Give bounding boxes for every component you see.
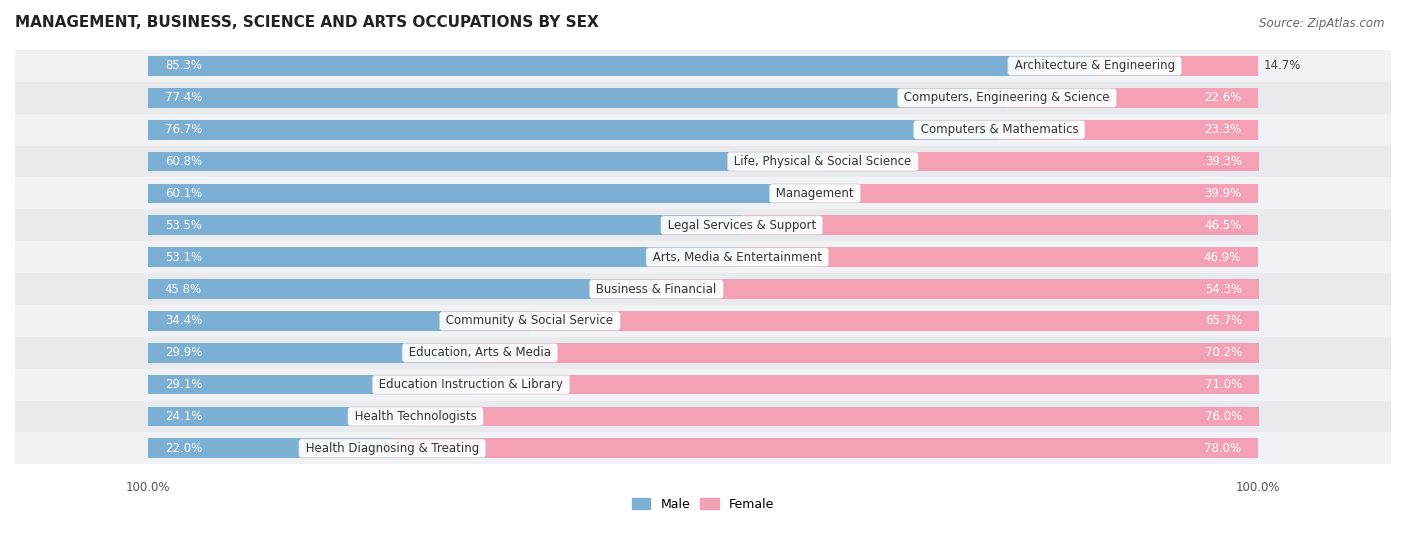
Text: 46.5%: 46.5% xyxy=(1204,219,1241,232)
Bar xyxy=(530,311,1258,331)
Text: Community & Social Service: Community & Social Service xyxy=(443,314,617,328)
Bar xyxy=(1007,88,1258,108)
Bar xyxy=(148,438,392,458)
Bar xyxy=(148,151,823,172)
Legend: Male, Female: Male, Female xyxy=(627,492,779,515)
Text: Computers, Engineering & Science: Computers, Engineering & Science xyxy=(900,91,1114,105)
Bar xyxy=(148,88,1007,108)
Text: 22.6%: 22.6% xyxy=(1204,91,1241,105)
Text: 54.3%: 54.3% xyxy=(1205,282,1243,296)
Bar xyxy=(15,433,1391,465)
Text: 65.7%: 65.7% xyxy=(1205,314,1243,328)
Text: 24.1%: 24.1% xyxy=(165,410,202,423)
Bar xyxy=(148,120,1000,140)
Bar xyxy=(657,279,1258,299)
Text: 70.2%: 70.2% xyxy=(1205,346,1243,359)
Text: Health Technologists: Health Technologists xyxy=(352,410,481,423)
Bar xyxy=(148,406,416,427)
Text: 53.1%: 53.1% xyxy=(165,250,202,264)
Text: MANAGEMENT, BUSINESS, SCIENCE AND ARTS OCCUPATIONS BY SEX: MANAGEMENT, BUSINESS, SCIENCE AND ARTS O… xyxy=(15,15,599,30)
Text: 29.9%: 29.9% xyxy=(165,346,202,359)
Bar xyxy=(148,56,1095,76)
Text: Source: ZipAtlas.com: Source: ZipAtlas.com xyxy=(1260,17,1385,30)
Text: 39.9%: 39.9% xyxy=(1204,187,1241,200)
Bar xyxy=(815,183,1258,203)
Bar xyxy=(392,438,1258,458)
Text: Architecture & Engineering: Architecture & Engineering xyxy=(1011,59,1178,73)
Bar xyxy=(479,343,1258,363)
Bar xyxy=(15,305,1391,337)
Text: 60.1%: 60.1% xyxy=(165,187,202,200)
Bar xyxy=(416,406,1258,427)
Bar xyxy=(15,50,1391,82)
Bar xyxy=(15,273,1391,305)
Text: Business & Financial: Business & Financial xyxy=(592,282,720,296)
Bar xyxy=(1095,56,1258,76)
Text: 23.3%: 23.3% xyxy=(1204,123,1241,136)
Text: 22.0%: 22.0% xyxy=(165,442,202,455)
Bar xyxy=(15,178,1391,210)
Text: 53.5%: 53.5% xyxy=(165,219,202,232)
Bar xyxy=(823,151,1258,172)
Bar xyxy=(148,343,479,363)
Bar xyxy=(148,279,657,299)
Bar xyxy=(15,337,1391,369)
Bar xyxy=(15,82,1391,114)
Text: Management: Management xyxy=(772,187,858,200)
Bar xyxy=(15,401,1391,433)
Bar xyxy=(737,247,1258,267)
Text: 60.8%: 60.8% xyxy=(165,155,202,168)
Text: 85.3%: 85.3% xyxy=(165,59,202,73)
Text: 71.0%: 71.0% xyxy=(1205,378,1243,391)
Bar xyxy=(148,215,742,235)
Bar xyxy=(1000,120,1258,140)
Text: Computers & Mathematics: Computers & Mathematics xyxy=(917,123,1083,136)
Bar xyxy=(15,146,1391,178)
Text: Education, Arts & Media: Education, Arts & Media xyxy=(405,346,555,359)
Bar xyxy=(15,369,1391,401)
Text: 76.7%: 76.7% xyxy=(165,123,202,136)
Text: 78.0%: 78.0% xyxy=(1204,442,1241,455)
Text: 34.4%: 34.4% xyxy=(165,314,202,328)
Bar xyxy=(148,375,471,395)
Text: 39.3%: 39.3% xyxy=(1205,155,1243,168)
Text: Legal Services & Support: Legal Services & Support xyxy=(664,219,820,232)
Text: 77.4%: 77.4% xyxy=(165,91,202,105)
Text: 29.1%: 29.1% xyxy=(165,378,202,391)
Bar xyxy=(148,247,737,267)
Bar xyxy=(15,114,1391,146)
Bar xyxy=(148,311,530,331)
Text: Education Instruction & Library: Education Instruction & Library xyxy=(375,378,567,391)
Text: Health Diagnosing & Treating: Health Diagnosing & Treating xyxy=(302,442,482,455)
Text: 46.9%: 46.9% xyxy=(1204,250,1241,264)
Text: 45.8%: 45.8% xyxy=(165,282,202,296)
Bar xyxy=(15,210,1391,241)
Text: Life, Physical & Social Science: Life, Physical & Social Science xyxy=(730,155,915,168)
Text: Arts, Media & Entertainment: Arts, Media & Entertainment xyxy=(650,250,825,264)
Text: 76.0%: 76.0% xyxy=(1205,410,1243,423)
Bar xyxy=(15,241,1391,273)
Bar xyxy=(148,183,815,203)
Bar xyxy=(471,375,1258,395)
Text: 14.7%: 14.7% xyxy=(1264,59,1301,73)
Bar xyxy=(742,215,1258,235)
